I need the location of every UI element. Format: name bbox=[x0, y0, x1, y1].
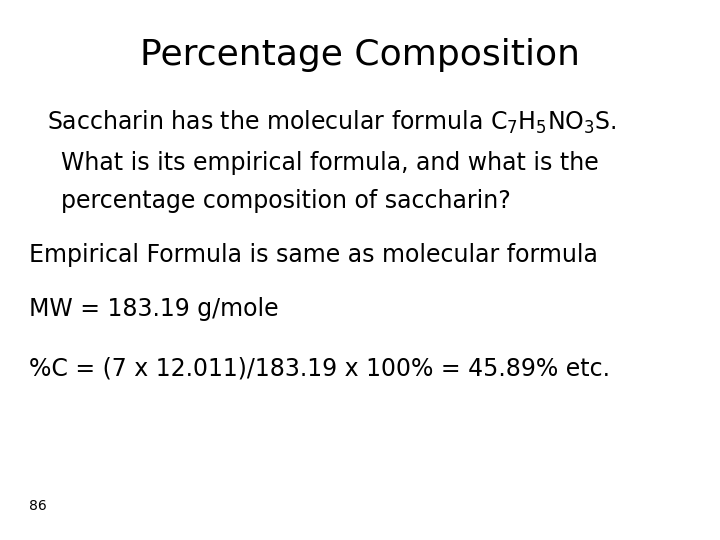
Text: Saccharin has the molecular formula $\mathregular{C_7H_5NO_3S}$.: Saccharin has the molecular formula $\ma… bbox=[47, 109, 616, 136]
Text: 86: 86 bbox=[29, 499, 47, 513]
Text: percentage composition of saccharin?: percentage composition of saccharin? bbox=[61, 189, 511, 213]
Text: What is its empirical formula, and what is the: What is its empirical formula, and what … bbox=[61, 151, 599, 175]
Text: MW = 183.19 g/mole: MW = 183.19 g/mole bbox=[29, 297, 279, 321]
Text: Empirical Formula is same as molecular formula: Empirical Formula is same as molecular f… bbox=[29, 243, 598, 267]
Text: %C = (7 x 12.011)/183.19 x 100% = 45.89% etc.: %C = (7 x 12.011)/183.19 x 100% = 45.89%… bbox=[29, 356, 610, 380]
Text: Percentage Composition: Percentage Composition bbox=[140, 38, 580, 72]
